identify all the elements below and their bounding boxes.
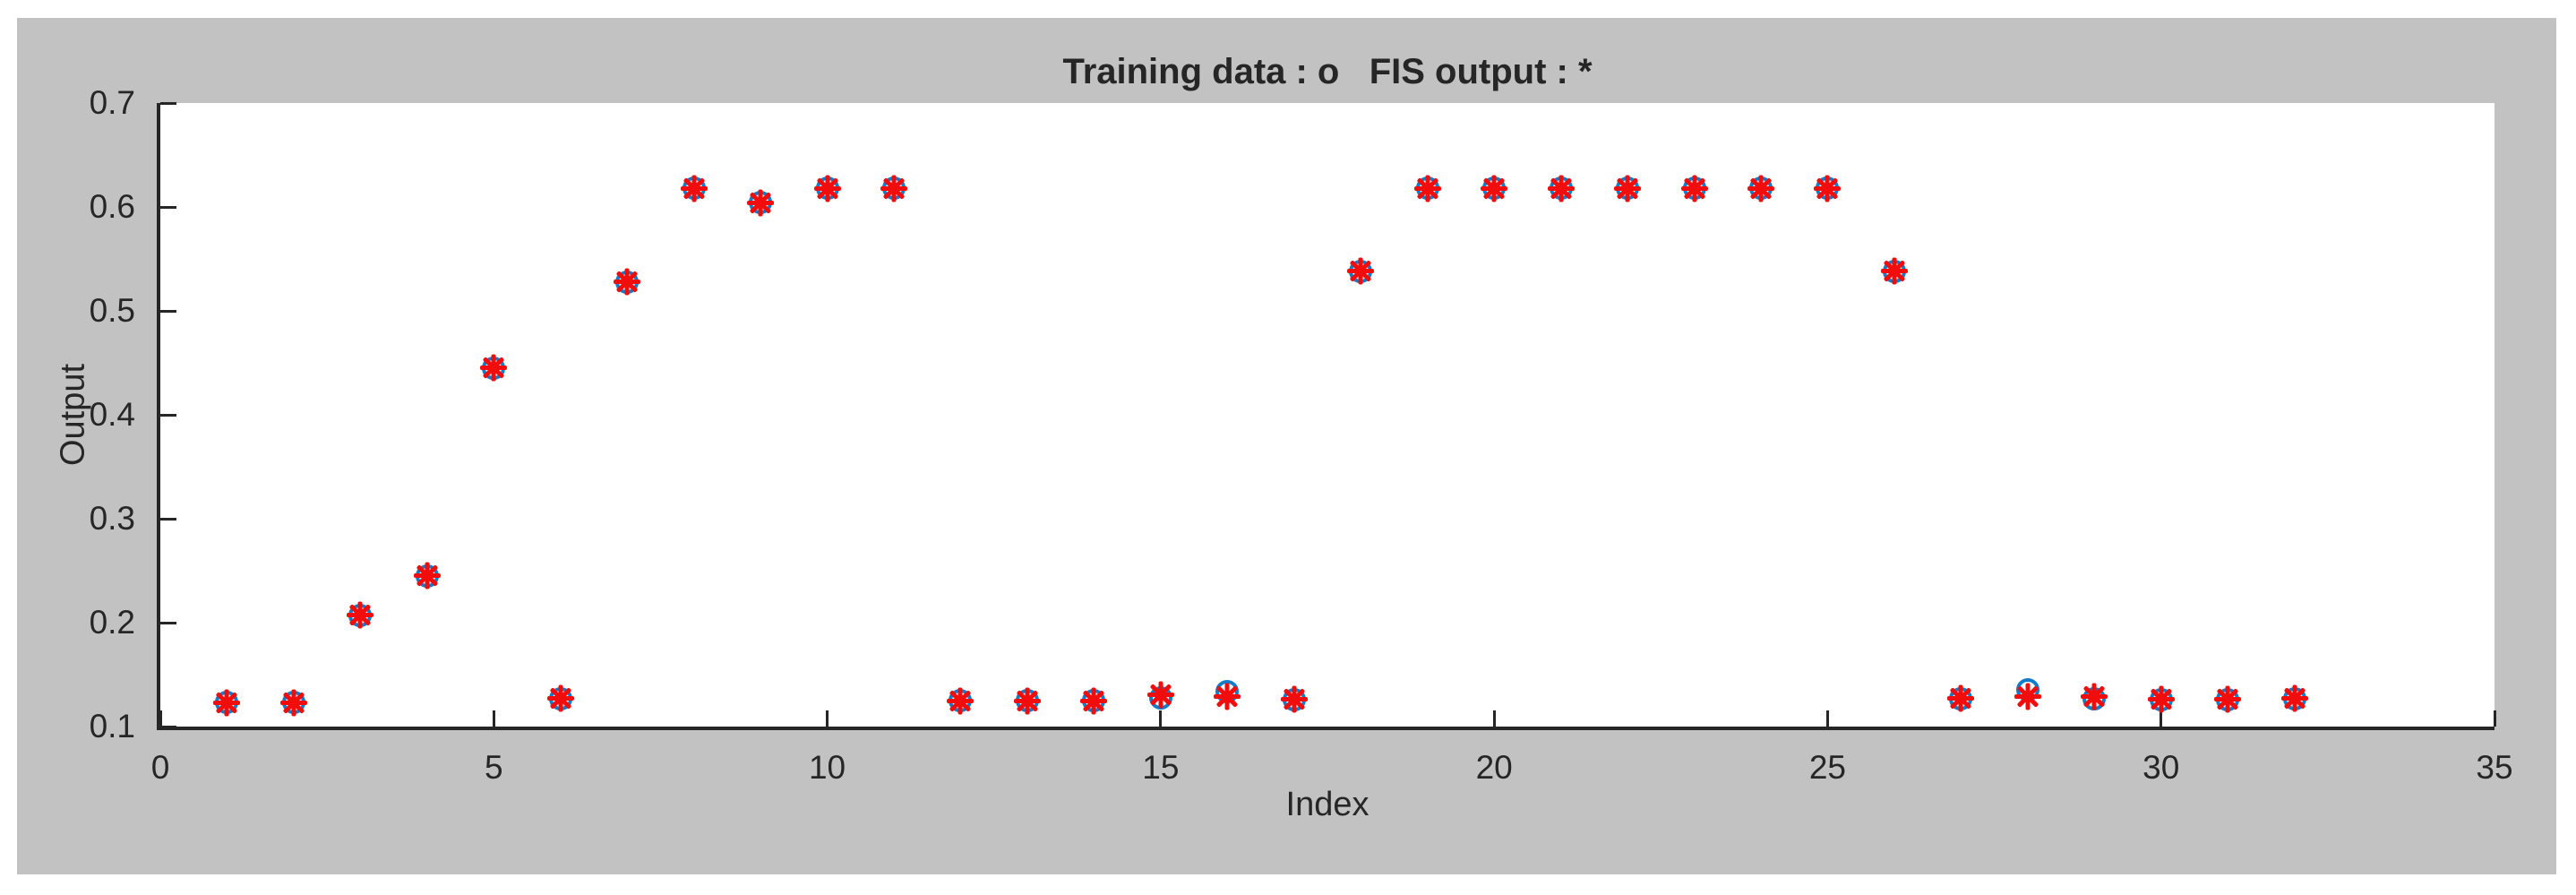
y-tick-label: 0.4 bbox=[89, 396, 135, 433]
y-tick-label: 0.1 bbox=[89, 708, 135, 744]
figure-canvas: Training data : o FIS output : * Output … bbox=[17, 18, 2556, 874]
x-tick-label: 0 bbox=[150, 749, 170, 786]
x-axis-label: Index bbox=[1285, 786, 1370, 823]
x-tick-label: 35 bbox=[2476, 749, 2513, 786]
x-tick-label: 5 bbox=[484, 749, 503, 786]
y-tick bbox=[160, 517, 176, 521]
y-tick bbox=[160, 725, 176, 728]
y-tick-label: 0.3 bbox=[89, 500, 135, 537]
x-tick bbox=[1159, 710, 1163, 727]
x-tick-label: 25 bbox=[1808, 749, 1846, 786]
x-tick-label: 10 bbox=[808, 749, 846, 786]
y-tick bbox=[160, 205, 176, 209]
y-tick-label: 0.5 bbox=[89, 292, 135, 329]
y-tick-label: 0.6 bbox=[89, 188, 135, 225]
x-tick-label: 20 bbox=[1475, 749, 1513, 786]
x-tick bbox=[826, 710, 829, 727]
x-tick bbox=[2160, 710, 2163, 727]
x-tick-label: 15 bbox=[1142, 749, 1180, 786]
y-tick-label: 0.2 bbox=[89, 604, 135, 641]
chart-title: Training data : o FIS output : * bbox=[1062, 52, 1593, 91]
x-tick-label: 30 bbox=[2142, 749, 2180, 786]
y-tick bbox=[160, 621, 176, 624]
x-tick bbox=[1825, 710, 1829, 727]
y-tick bbox=[160, 101, 176, 105]
x-tick bbox=[159, 710, 162, 727]
plot-area bbox=[157, 101, 2496, 730]
y-tick bbox=[160, 413, 176, 417]
y-tick-label: 0.7 bbox=[89, 84, 135, 121]
x-tick bbox=[2493, 710, 2496, 727]
x-tick bbox=[492, 710, 495, 727]
x-tick bbox=[1492, 710, 1496, 727]
y-tick bbox=[160, 309, 176, 313]
